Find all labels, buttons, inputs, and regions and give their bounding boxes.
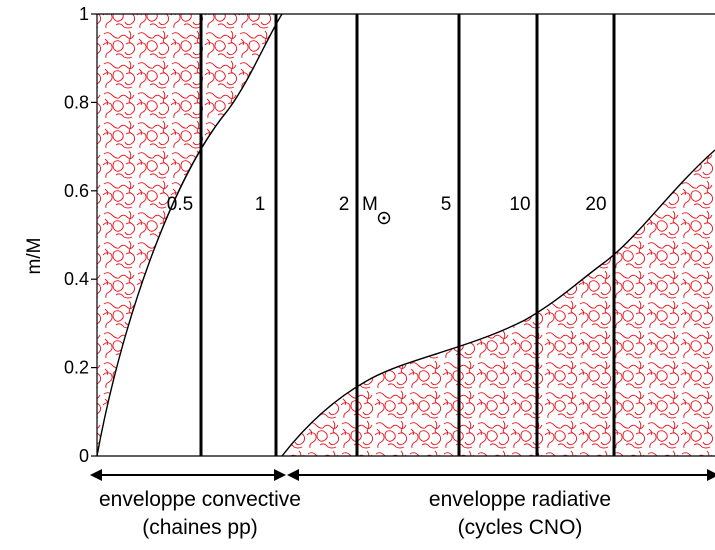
sun-symbol-dot [382,216,386,220]
mass-label: 2 [339,194,350,215]
mass-label: 20 [585,194,606,215]
y-tick-label: 0.4 [64,269,89,289]
y-axis-title: m/M [24,238,45,275]
mass-label: 10 [509,194,530,215]
convective-caption-line1: enveloppe convective [99,488,301,511]
mass-label: 5 [441,194,452,215]
radiative-caption-line2: (cycles CNO) [457,516,583,539]
y-tick-label: 0 [79,446,89,466]
mass-lines [199,14,616,456]
radiative-caption: enveloppe radiative (cycles CNO) [355,486,685,542]
mass-label: 0.5 [167,194,193,215]
convective-span-arrow [90,469,286,481]
y-tick-label: 0.6 [64,181,89,201]
boundary-curve-low-mass [97,14,283,456]
radiative-span-arrow [287,469,715,481]
convective-zone-upper-left [97,14,282,456]
convective-zone-lower-right [282,150,715,456]
boundary-curve-high-mass [281,149,715,456]
y-tick-label: 0.2 [64,358,89,378]
sun-symbol-icon [377,211,391,225]
radiative-caption-line1: enveloppe radiative [428,488,612,511]
mass-label: 1 [255,194,266,215]
convective-caption: enveloppe convective (chaines pp) [50,486,350,542]
y-axis-ticks: 0 0.2 0.4 0.6 0.8 1 [64,4,97,466]
convective-caption-line2: (chaines pp) [142,516,258,539]
y-tick-label: 0.8 [64,92,89,112]
y-tick-label: 1 [79,4,89,24]
solar-mass-symbol: M [362,194,378,215]
mass-labels: 0.5 1 2 M 5 10 20 [167,194,607,225]
